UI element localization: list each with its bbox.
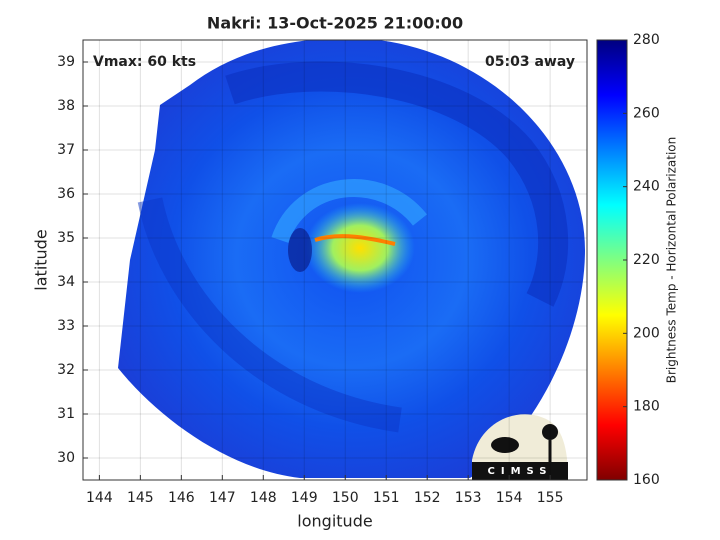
colorbar-tick-label: 260 xyxy=(633,105,660,121)
y-tick-label: 34 xyxy=(57,274,75,290)
y-tick-label: 30 xyxy=(57,450,75,466)
colorbar-tick-label: 200 xyxy=(633,325,660,341)
x-tick-label: 153 xyxy=(455,490,482,506)
x-tick-label: 146 xyxy=(168,490,195,506)
y-tick-label: 33 xyxy=(57,318,75,334)
x-tick-label: 152 xyxy=(414,490,441,506)
y-tick-label: 39 xyxy=(57,54,75,70)
colorbar-tick-label: 220 xyxy=(633,252,660,268)
annotation: 05:03 away xyxy=(485,54,575,70)
satellite-image xyxy=(118,40,585,478)
plot-frame xyxy=(82,39,588,481)
x-tick-label: 145 xyxy=(127,490,154,506)
x-tick-label: 151 xyxy=(373,490,400,506)
y-axis-label: latitude xyxy=(32,229,51,290)
colorbar xyxy=(596,39,628,481)
chart-title: Nakri: 13-Oct-2025 21:00:00 xyxy=(207,14,463,33)
y-tick-label: 35 xyxy=(57,230,75,246)
x-tick-label: 148 xyxy=(250,490,277,506)
x-axis-label: longitude xyxy=(297,512,372,531)
colorbar-tick-label: 240 xyxy=(633,179,660,195)
logo: CIMSS xyxy=(472,414,568,480)
y-tick-label: 32 xyxy=(57,362,75,378)
y-tick-label: 38 xyxy=(57,98,75,114)
y-tick-label: 37 xyxy=(57,142,75,158)
x-tick-label: 147 xyxy=(209,490,236,506)
x-tick-label: 155 xyxy=(537,490,564,506)
y-tick-label: 36 xyxy=(57,186,75,202)
x-tick-label: 149 xyxy=(291,490,318,506)
colorbar-tick-label: 280 xyxy=(633,32,660,48)
y-tick-label: 31 xyxy=(57,406,75,422)
colorbar-tick-label: 180 xyxy=(633,399,660,415)
logo-text: CIMSS xyxy=(488,466,553,477)
colorbar-label: Brightness Temp - Horizontal Polarizatio… xyxy=(665,137,679,384)
x-tick-label: 154 xyxy=(496,490,523,506)
x-tick-label: 144 xyxy=(86,490,113,506)
colorbar-tick-label: 160 xyxy=(633,472,660,488)
annotation: Vmax: 60 kts xyxy=(93,54,196,70)
x-tick-label: 150 xyxy=(332,490,359,506)
